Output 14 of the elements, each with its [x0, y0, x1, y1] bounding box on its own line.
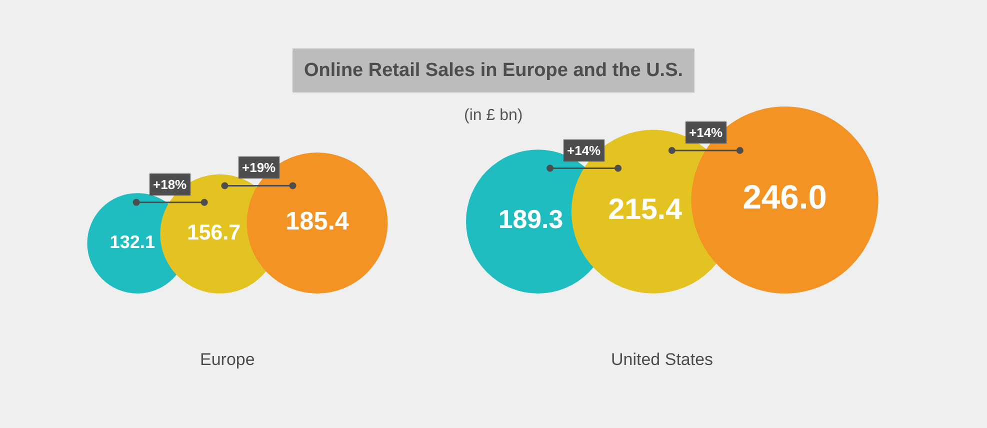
- data-label: 132.1: [110, 232, 155, 252]
- data-label: 156.7: [186, 220, 241, 244]
- text: +14%: [689, 125, 724, 140]
- category-label: United States: [611, 350, 714, 369]
- data-label: 189.3: [498, 206, 564, 234]
- text: +14%: [567, 143, 602, 158]
- text: +19%: [242, 160, 276, 175]
- data-label: 246.0: [742, 179, 827, 216]
- data-label: 185.4: [286, 207, 350, 236]
- data-label: 215.4: [608, 193, 683, 226]
- text: Online Retail Sales in Europe and the U.S.: [304, 60, 684, 81]
- text: +18%: [153, 177, 188, 192]
- text: (in £ bn): [464, 107, 523, 124]
- category-label: Europe: [200, 350, 255, 369]
